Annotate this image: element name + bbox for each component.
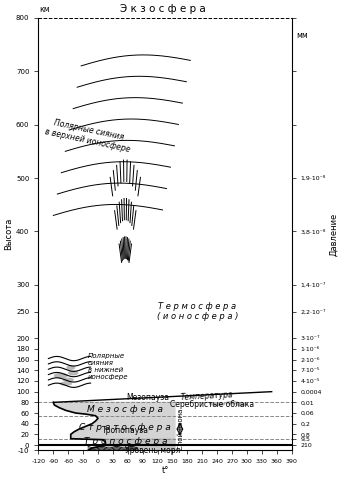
Y-axis label: Высота: Высота (4, 218, 13, 251)
Ellipse shape (60, 382, 71, 385)
Text: Серебристые облака: Серебристые облака (170, 400, 254, 409)
Ellipse shape (237, 403, 247, 406)
Text: Т е р м о с ф е р а
( и о н о с ф е р а ): Т е р м о с ф е р а ( и о н о с ф е р а … (157, 302, 238, 321)
Text: Тропопауза: Тропопауза (102, 426, 149, 435)
Text: Уровень моря: Уровень моря (125, 445, 180, 455)
Ellipse shape (55, 374, 67, 378)
X-axis label: t°: t° (161, 466, 169, 475)
Text: М е з о с ф е р а: М е з о с ф е р а (87, 405, 163, 414)
Text: Полярные сияния
в верхней ионосфере: Полярные сияния в верхней ионосфере (43, 117, 133, 154)
Polygon shape (53, 402, 175, 450)
Ellipse shape (63, 378, 73, 381)
Text: Э к з о с ф е р а: Э к з о с ф е р а (120, 3, 206, 13)
Text: Полярные
сияния
в нижней
ионосфере: Полярные сияния в нижней ионосфере (88, 353, 129, 379)
Ellipse shape (69, 371, 78, 375)
Text: Слой озона: Слой озона (179, 409, 184, 450)
Ellipse shape (210, 403, 225, 405)
Text: С т р а т о с ф е р а: С т р а т о с ф е р а (79, 423, 171, 432)
Text: км: км (39, 4, 50, 13)
Text: мм: мм (297, 31, 308, 40)
Ellipse shape (67, 366, 75, 369)
Ellipse shape (226, 402, 238, 404)
Text: Температура: Температура (181, 390, 234, 402)
Text: Мезопауза: Мезопауза (126, 393, 169, 402)
Y-axis label: Давление: Давление (329, 213, 338, 256)
Text: Т р о п о с ф е р а: Т р о п о с ф е р а (83, 437, 167, 446)
Polygon shape (71, 439, 175, 450)
